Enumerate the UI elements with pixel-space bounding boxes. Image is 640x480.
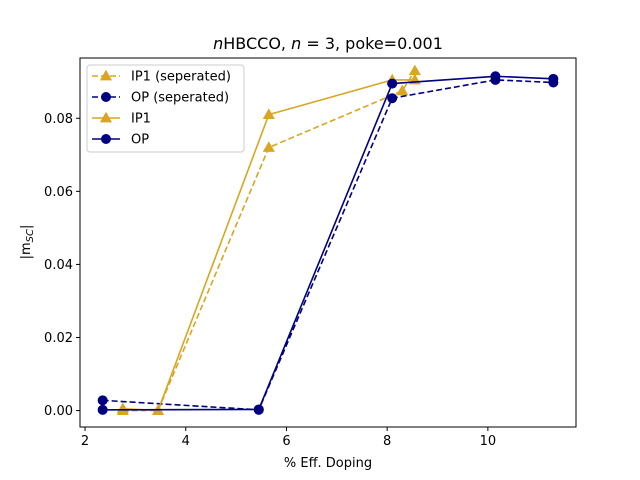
legend-label: OP bbox=[131, 133, 149, 148]
x-axis-label: % Eff. Doping bbox=[284, 456, 372, 471]
legend-item: OP (seperated) bbox=[92, 91, 229, 106]
legend-item: IP1 bbox=[92, 112, 151, 127]
x-tick-label: 4 bbox=[182, 434, 190, 449]
y-tick-label: 0.06 bbox=[44, 185, 73, 200]
y-tick-label: 0.08 bbox=[44, 112, 73, 127]
legend-item: OP bbox=[92, 133, 149, 148]
data-point bbox=[97, 404, 108, 415]
legend-box bbox=[86, 64, 245, 153]
legend-marker bbox=[99, 69, 113, 81]
x-axis: 2 4 6 8 10 bbox=[81, 427, 496, 449]
x-tick-label: 2 bbox=[81, 434, 89, 449]
data-point bbox=[262, 108, 275, 120]
y-tick-label: 0.00 bbox=[44, 404, 73, 419]
legend-marker bbox=[99, 111, 113, 123]
plot-frame bbox=[79, 57, 577, 428]
y-tick-label: 0.02 bbox=[44, 331, 73, 346]
series-layer bbox=[97, 64, 559, 415]
legend-marker bbox=[101, 134, 111, 144]
x-tick-label: 8 bbox=[383, 434, 391, 449]
data-point bbox=[97, 395, 108, 406]
data-point bbox=[396, 84, 409, 96]
y-axis: 0.00 0.02 0.04 0.06 0.08 bbox=[44, 112, 80, 419]
data-point bbox=[548, 73, 559, 84]
legend-label: OP (seperated) bbox=[131, 91, 229, 106]
x-tick-label: 6 bbox=[282, 434, 290, 449]
legend: IP1 (seperated) OP (seperated) IP1 OP bbox=[86, 64, 245, 153]
legend-item: IP1 (seperated) bbox=[92, 70, 231, 85]
legend-marker bbox=[101, 92, 111, 102]
chart-title: nHBCCO, n = 3, poke=0.001 bbox=[213, 34, 443, 53]
x-tick-label: 10 bbox=[480, 434, 497, 449]
data-point bbox=[387, 93, 398, 104]
legend-label: IP1 bbox=[131, 112, 151, 127]
series-op bbox=[97, 71, 559, 415]
data-point bbox=[262, 141, 275, 152]
y-tick-label: 0.04 bbox=[44, 258, 73, 273]
y-axis-label: |mSC| bbox=[19, 225, 36, 260]
data-point bbox=[387, 78, 398, 89]
data-point bbox=[490, 71, 501, 82]
data-point bbox=[253, 404, 264, 415]
legend-label: IP1 (seperated) bbox=[131, 70, 231, 85]
